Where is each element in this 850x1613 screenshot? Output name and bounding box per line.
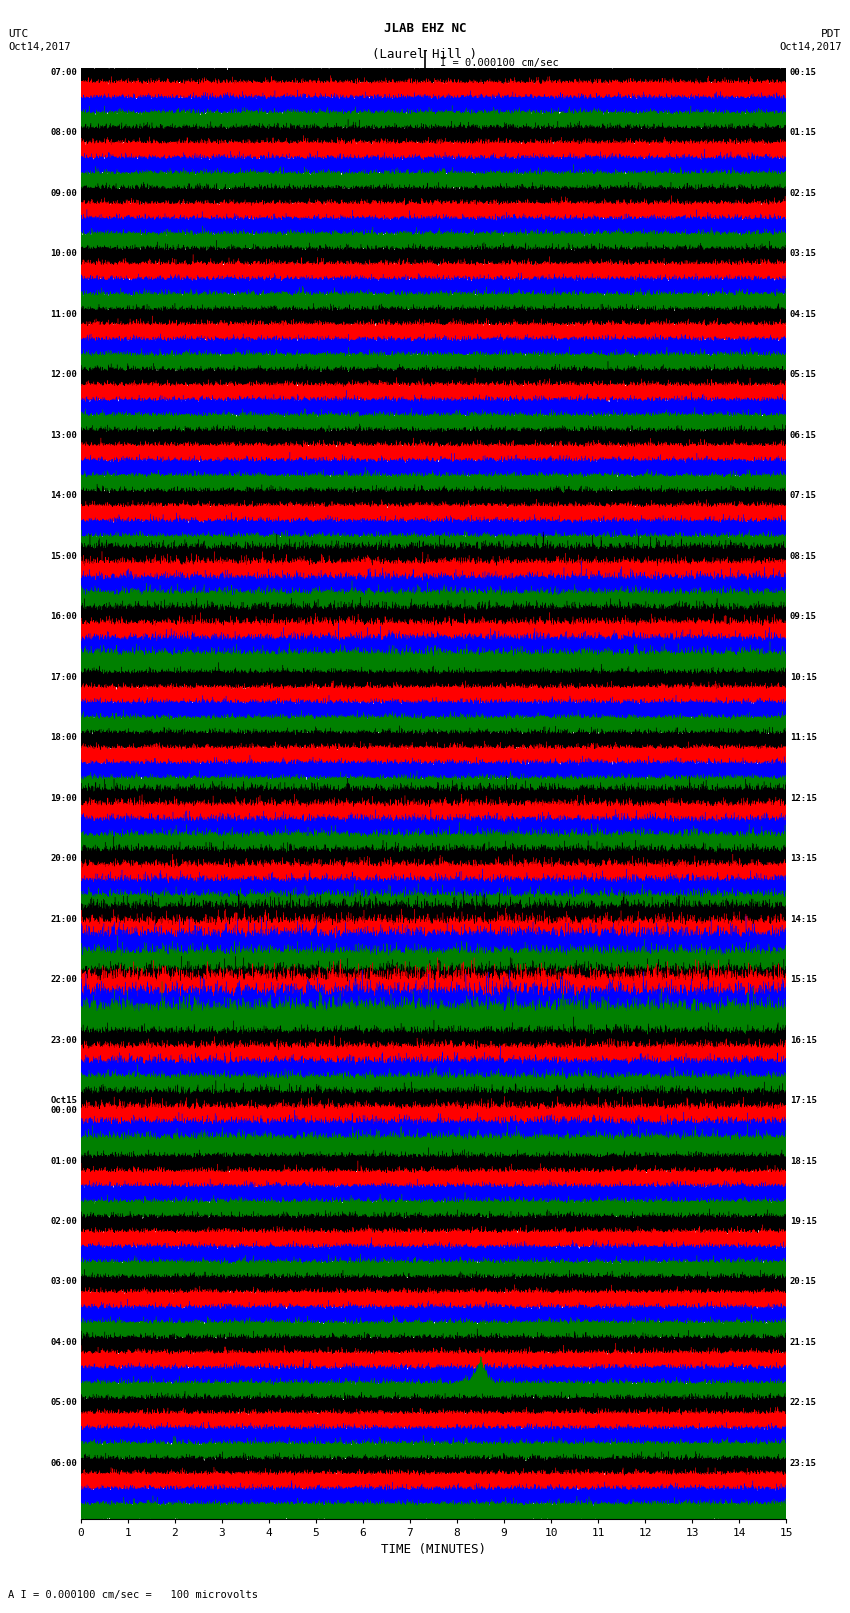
Text: 08:00: 08:00 [50, 129, 77, 137]
Text: 17:00: 17:00 [50, 673, 77, 682]
Text: 05:00: 05:00 [50, 1398, 77, 1408]
Text: 03:15: 03:15 [790, 250, 817, 258]
Text: 22:15: 22:15 [790, 1398, 817, 1408]
Text: 21:00: 21:00 [50, 915, 77, 924]
Text: 13:00: 13:00 [50, 431, 77, 440]
Text: 10:00: 10:00 [50, 250, 77, 258]
Text: 05:15: 05:15 [790, 371, 817, 379]
Text: 18:00: 18:00 [50, 734, 77, 742]
Text: 12:00: 12:00 [50, 371, 77, 379]
Text: 14:15: 14:15 [790, 915, 817, 924]
Text: 20:00: 20:00 [50, 855, 77, 863]
Text: 02:15: 02:15 [790, 189, 817, 198]
Text: 16:15: 16:15 [790, 1036, 817, 1045]
Text: Oct14,2017: Oct14,2017 [779, 42, 842, 52]
Text: 04:15: 04:15 [790, 310, 817, 319]
Text: 23:00: 23:00 [50, 1036, 77, 1045]
Text: 02:00: 02:00 [50, 1218, 77, 1226]
X-axis label: TIME (MINUTES): TIME (MINUTES) [381, 1542, 486, 1555]
Text: 18:15: 18:15 [790, 1157, 817, 1166]
Text: 04:00: 04:00 [50, 1339, 77, 1347]
Text: PDT: PDT [821, 29, 842, 39]
Text: 09:00: 09:00 [50, 189, 77, 198]
Text: 06:00: 06:00 [50, 1458, 77, 1468]
Text: A I = 0.000100 cm/sec =   100 microvolts: A I = 0.000100 cm/sec = 100 microvolts [8, 1590, 258, 1600]
Text: 01:15: 01:15 [790, 129, 817, 137]
Text: 20:15: 20:15 [790, 1277, 817, 1287]
Text: 09:15: 09:15 [790, 613, 817, 621]
Text: 19:15: 19:15 [790, 1218, 817, 1226]
Text: 11:15: 11:15 [790, 734, 817, 742]
Text: 15:00: 15:00 [50, 552, 77, 561]
Text: 17:15: 17:15 [790, 1097, 817, 1105]
Text: 21:15: 21:15 [790, 1339, 817, 1347]
Text: 11:00: 11:00 [50, 310, 77, 319]
Text: 16:00: 16:00 [50, 613, 77, 621]
Text: 06:15: 06:15 [790, 431, 817, 440]
Text: JLAB EHZ NC: JLAB EHZ NC [383, 23, 467, 35]
Text: 15:15: 15:15 [790, 974, 817, 984]
Text: 07:15: 07:15 [790, 490, 817, 500]
Text: 10:15: 10:15 [790, 673, 817, 682]
Text: Oct15
00:00: Oct15 00:00 [50, 1097, 77, 1116]
Text: 03:00: 03:00 [50, 1277, 77, 1287]
Text: 22:00: 22:00 [50, 974, 77, 984]
Text: I = 0.000100 cm/sec: I = 0.000100 cm/sec [440, 58, 559, 68]
Text: 23:15: 23:15 [790, 1458, 817, 1468]
Text: 12:15: 12:15 [790, 794, 817, 803]
Text: 00:15: 00:15 [790, 68, 817, 77]
Text: 07:00: 07:00 [50, 68, 77, 77]
Text: 14:00: 14:00 [50, 490, 77, 500]
Text: UTC: UTC [8, 29, 29, 39]
Text: 08:15: 08:15 [790, 552, 817, 561]
Text: Oct14,2017: Oct14,2017 [8, 42, 71, 52]
Text: 13:15: 13:15 [790, 855, 817, 863]
Text: (Laurel Hill ): (Laurel Hill ) [372, 48, 478, 61]
Text: 19:00: 19:00 [50, 794, 77, 803]
Text: 01:00: 01:00 [50, 1157, 77, 1166]
